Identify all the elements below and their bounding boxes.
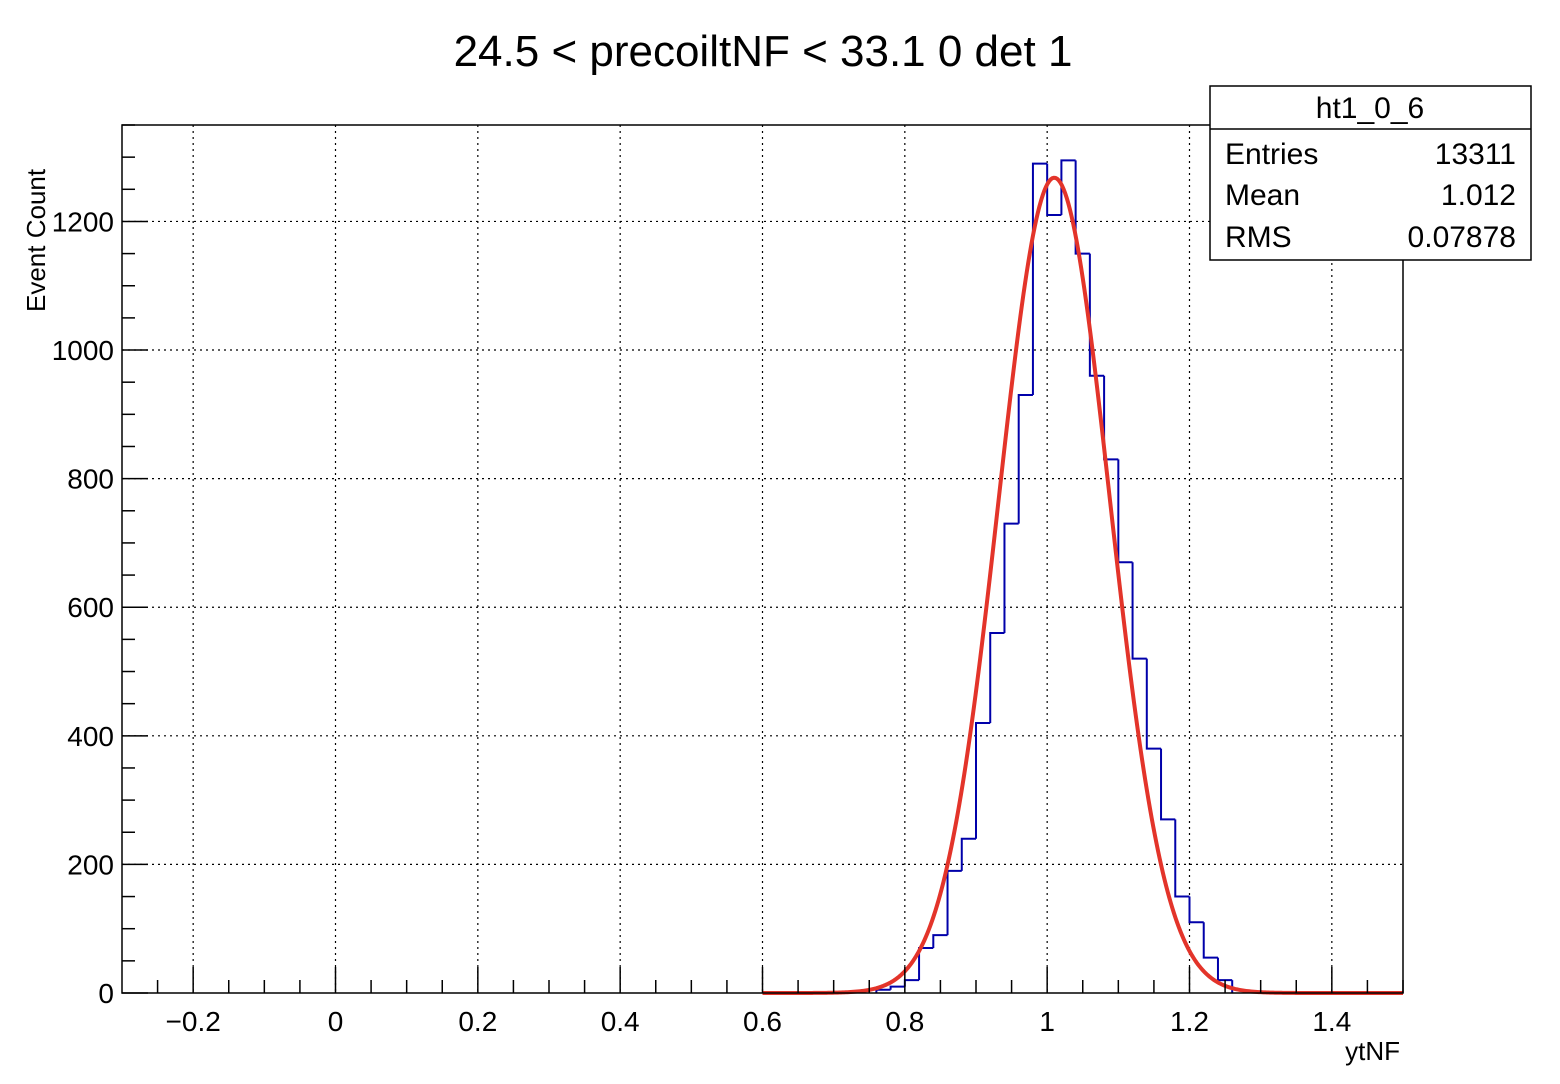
histogram-bin [989,631,1005,723]
histogram-bin [1188,896,1204,924]
x-tick-labels: −0.2 0 0.2 0.4 0.6 0.8 1 1.2 1.4 [166,1006,1352,1037]
stats-rms-value: 0.07878 [1408,221,1516,254]
histogram-bin [1202,922,1218,959]
histogram-bin [1074,160,1090,255]
histogram-bin [1216,957,1233,982]
y-tick-label: 0 [98,978,114,1009]
histogram-bin [1031,162,1048,396]
x-axis-title: ytNF [1345,1036,1400,1066]
stats-entries-label: Entries [1225,138,1318,171]
x-tick-label: 0.2 [458,1006,497,1037]
histogram-bin [1160,748,1176,821]
histogram-bin [932,934,948,948]
stats-box: ht1_0_6 Entries 13311 Mean 1.012 RMS 0.0… [1209,85,1532,261]
histogram-bin [960,837,976,871]
histogram-bin [975,721,991,839]
histogram-bin [1088,253,1105,377]
histogram-bin [1145,658,1162,750]
x-tick-label: 1 [1039,1006,1055,1037]
stats-box-name: ht1_0_6 [1316,92,1424,125]
y-tick-label: 800 [67,464,114,495]
y-tick-label: 400 [67,721,114,752]
grid-lines [122,125,1403,993]
x-tick-label: −0.2 [166,1006,221,1037]
x-tick-label: 0.6 [743,1006,782,1037]
histogram-bin [1060,159,1076,216]
y-axis-title: Event Count [21,168,51,312]
axis-ticks [122,124,1404,994]
stats-mean-value: 1.012 [1441,179,1516,212]
y-tick-label: 600 [67,592,114,623]
stats-box-frame [1209,85,1532,261]
histogram-bin [889,985,905,990]
x-tick-label: 0.8 [885,1006,924,1037]
stats-mean-label: Mean [1225,179,1300,212]
y-tick-label: 1200 [52,206,114,237]
y-tick-label: 200 [67,849,114,880]
histogram-bin [1131,562,1147,660]
x-tick-label: 0 [328,1006,344,1037]
stats-rms-label: RMS [1225,221,1292,254]
x-tick-label: 1.4 [1312,1006,1351,1037]
histogram-bin [1174,819,1190,898]
y-tick-label: 1000 [52,335,114,366]
x-tick-label: 0.4 [601,1006,640,1037]
x-tick-label: 1.2 [1170,1006,1209,1037]
stats-entries-value: 13311 [1435,138,1516,171]
y-tick-labels: 0 200 400 600 800 1000 1200 [52,206,114,1009]
histogram-bin [1017,394,1033,524]
histogram-bin [1003,522,1019,633]
chart-title: 24.5 < precoiltNF < 33.1 0 det 1 [454,27,1073,76]
